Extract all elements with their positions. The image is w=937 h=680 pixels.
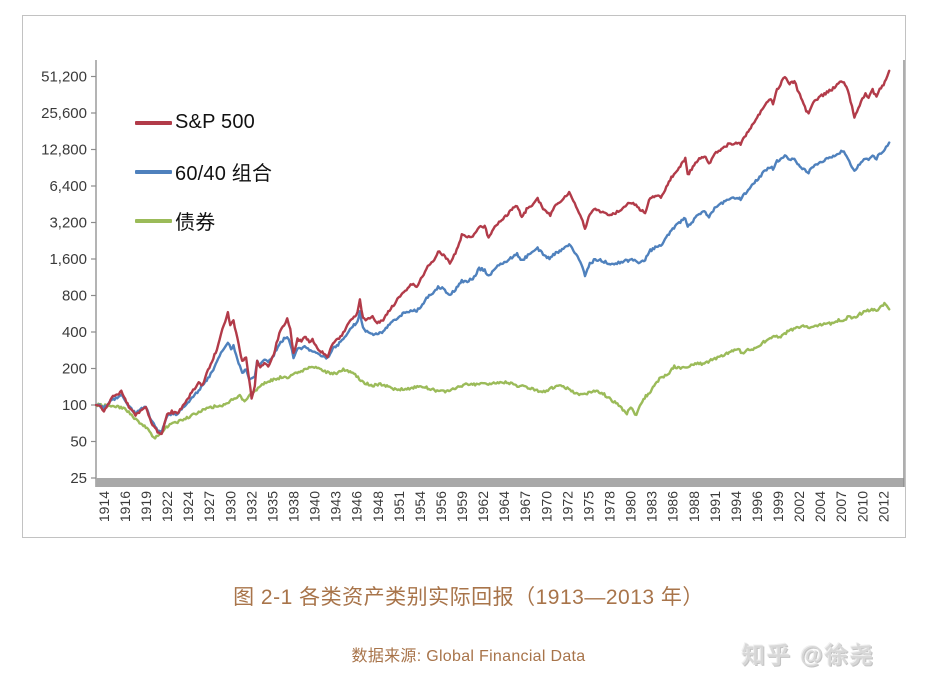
svg-text:1988: 1988 bbox=[686, 491, 702, 522]
svg-text:1980: 1980 bbox=[623, 491, 639, 522]
watermark: 知乎 @徐尧 bbox=[742, 642, 875, 668]
svg-text:1962: 1962 bbox=[475, 491, 491, 522]
svg-text:1967: 1967 bbox=[517, 491, 533, 522]
svg-text:3,200: 3,200 bbox=[49, 215, 87, 232]
line-chart: 51,200 25,600 12,800 6,400 3,200 1,600 800 400 2… bbox=[41, 60, 905, 522]
svg-text:1916: 1916 bbox=[117, 491, 133, 522]
svg-text:1970: 1970 bbox=[538, 491, 554, 522]
svg-text:51,200: 51,200 bbox=[41, 69, 87, 86]
y-axis: 51,200 25,600 12,800 6,400 3,200 1,600 800 400 2… bbox=[41, 60, 97, 487]
svg-text:2002: 2002 bbox=[791, 491, 807, 522]
svg-text:1948: 1948 bbox=[370, 491, 386, 522]
svg-text:1946: 1946 bbox=[349, 491, 365, 522]
svg-text:50: 50 bbox=[70, 434, 87, 451]
series-lines bbox=[94, 69, 891, 440]
svg-text:1922: 1922 bbox=[159, 491, 175, 522]
legend-item-sp500: S&P 500 bbox=[135, 98, 272, 147]
svg-text:1935: 1935 bbox=[264, 491, 280, 522]
legend-label-bonds: 债券 bbox=[175, 212, 216, 234]
svg-text:1943: 1943 bbox=[328, 491, 344, 522]
svg-text:1999: 1999 bbox=[770, 491, 786, 522]
svg-text:1,600: 1,600 bbox=[49, 251, 87, 268]
svg-text:100: 100 bbox=[62, 397, 87, 414]
svg-text:200: 200 bbox=[62, 361, 87, 378]
svg-text:1956: 1956 bbox=[433, 491, 449, 522]
svg-text:1994: 1994 bbox=[728, 491, 744, 522]
svg-text:1996: 1996 bbox=[749, 491, 765, 522]
svg-text:1951: 1951 bbox=[391, 491, 407, 522]
data-source: 数据来源: Global Financial Data bbox=[351, 648, 586, 665]
svg-text:1983: 1983 bbox=[644, 491, 660, 522]
svg-text:1986: 1986 bbox=[665, 491, 681, 522]
svg-text:6,400: 6,400 bbox=[49, 178, 87, 195]
svg-text:25: 25 bbox=[70, 470, 87, 487]
svg-text:2010: 2010 bbox=[854, 491, 870, 522]
svg-text:400: 400 bbox=[62, 324, 87, 341]
svg-text:1972: 1972 bbox=[559, 491, 575, 522]
svg-text:1927: 1927 bbox=[201, 491, 217, 522]
series-line-2 bbox=[94, 301, 891, 440]
svg-text:1959: 1959 bbox=[454, 491, 470, 522]
bonds-line-swatch bbox=[135, 218, 172, 223]
x-axis: 1914 1916 1919 1922 1924 1927 1930 1932 1935 1938… bbox=[96, 60, 905, 522]
legend-label-6040: 60/40 组合 bbox=[175, 163, 273, 185]
svg-text:1932: 1932 bbox=[243, 491, 259, 522]
svg-text:1919: 1919 bbox=[138, 491, 154, 522]
svg-text:1964: 1964 bbox=[496, 491, 512, 522]
svg-text:1978: 1978 bbox=[602, 491, 618, 522]
chart-legend: S&P 500 60/40 组合 债券 bbox=[135, 98, 272, 245]
svg-text:1975: 1975 bbox=[580, 491, 596, 522]
svg-text:1914: 1914 bbox=[96, 491, 112, 522]
svg-text:2007: 2007 bbox=[833, 491, 849, 522]
svg-text:1938: 1938 bbox=[286, 491, 302, 522]
legend-item-bonds: 债券 bbox=[135, 196, 272, 245]
legend-item-6040: 60/40 组合 bbox=[135, 147, 272, 196]
svg-text:2012: 2012 bbox=[875, 491, 891, 522]
sp500-line-swatch bbox=[135, 120, 172, 125]
chart-caption: 图 2-1 各类资产类别实际回报（1913—2013 年） bbox=[233, 586, 704, 609]
svg-text:800: 800 bbox=[62, 288, 87, 305]
svg-text:1940: 1940 bbox=[307, 491, 323, 522]
svg-text:1991: 1991 bbox=[707, 491, 723, 522]
legend-label-sp500: S&P 500 bbox=[175, 111, 255, 133]
svg-text:1930: 1930 bbox=[222, 491, 238, 522]
chart-frame: 51,200 25,600 12,800 6,400 3,200 1,600 800 400 2… bbox=[22, 15, 906, 538]
series-line-1 bbox=[94, 141, 891, 434]
portfolio-6040-line-swatch bbox=[135, 169, 172, 174]
svg-text:25,600: 25,600 bbox=[41, 105, 87, 122]
svg-text:1954: 1954 bbox=[412, 491, 428, 522]
svg-text:12,800: 12,800 bbox=[41, 142, 87, 159]
series-line-0 bbox=[94, 69, 891, 436]
svg-text:2004: 2004 bbox=[812, 491, 828, 522]
svg-text:1924: 1924 bbox=[180, 491, 196, 522]
